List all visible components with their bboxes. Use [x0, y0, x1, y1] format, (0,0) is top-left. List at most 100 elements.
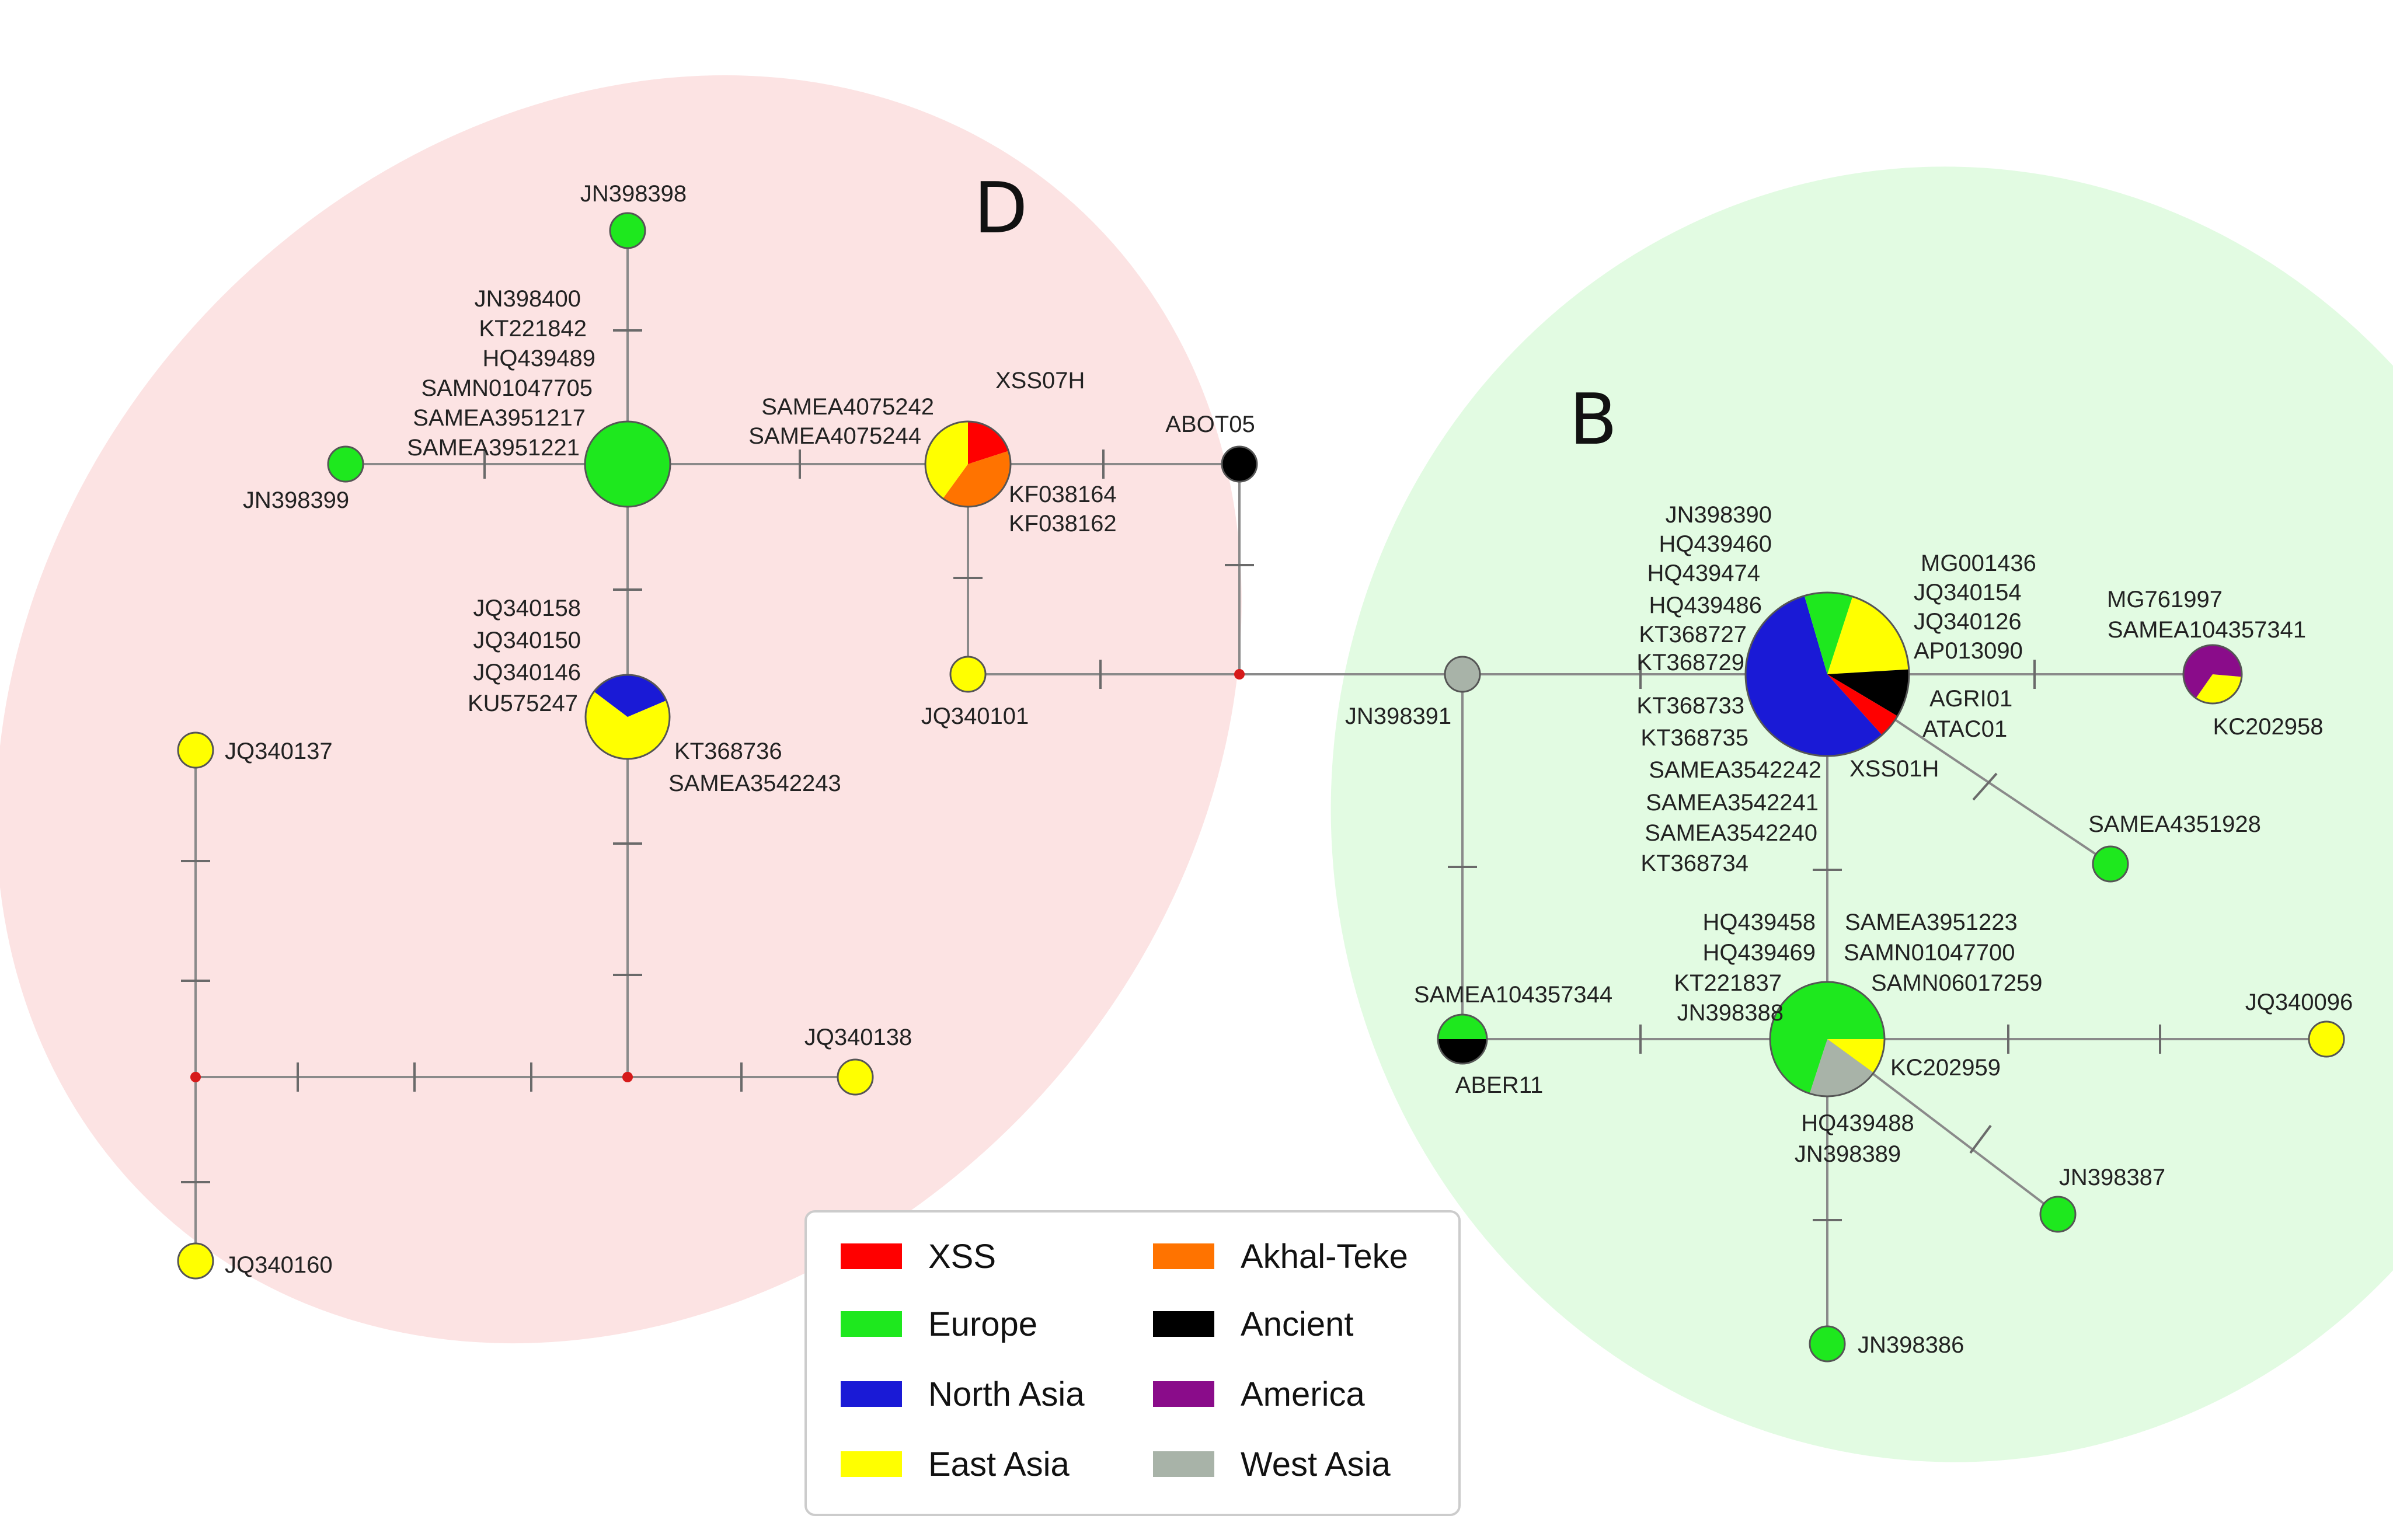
legend-swatch	[1153, 1451, 1214, 1477]
node-label: JN398388	[1677, 1000, 1784, 1026]
node-label: XSS07H	[995, 368, 1085, 393]
haplotype-node	[1809, 1325, 1846, 1363]
haplotype-slice	[1827, 1039, 1885, 1073]
node-label: JN398389	[1795, 1141, 1901, 1167]
haplotype-slice	[1438, 1039, 1487, 1064]
legend-item: Europe	[841, 1305, 1037, 1343]
haplotype-slice	[1438, 1015, 1487, 1039]
node-label: AP013090	[1914, 638, 2023, 664]
node-label: MG761997	[2107, 587, 2223, 612]
node-label: ABER11	[1455, 1072, 1543, 1098]
haplotype-node	[2308, 1020, 2345, 1058]
node-label: MG001436	[1921, 551, 2036, 576]
median-vectors	[190, 669, 1245, 1082]
haplotype-node	[2092, 845, 2129, 883]
haplotype-node	[1444, 656, 1481, 693]
haplotype-slice	[837, 1058, 874, 1096]
node-label: JQ340126	[1914, 609, 2022, 635]
haplotype-node	[609, 212, 646, 249]
node-label: SAMEA104357341	[2108, 617, 2306, 643]
haplotype-slice	[1444, 656, 1481, 693]
node-label: JN398400	[475, 286, 581, 312]
legend-label: America	[1241, 1375, 1365, 1413]
node-label: SAMEA3542243	[668, 771, 841, 796]
haplotype-node	[327, 445, 364, 483]
node-label: HQ439489	[483, 346, 595, 371]
haplotype-node	[2182, 644, 2243, 705]
haplotype-slice	[925, 421, 968, 499]
node-label: ATAC01	[1922, 716, 2007, 742]
legend-swatch	[841, 1243, 902, 1269]
node-label: SAMEA3542241	[1646, 790, 1819, 816]
median-vector	[1234, 669, 1245, 680]
node-label: ABOT05	[1165, 412, 1255, 437]
node-label: HQ439488	[1801, 1110, 1914, 1136]
haplotype-nodes	[177, 212, 2345, 1363]
haplotype-slice	[2092, 845, 2129, 883]
node-label: JQ340146	[473, 660, 581, 685]
node-label: JN398386	[1858, 1332, 1964, 1358]
node-label: JQ340096	[2245, 989, 2353, 1015]
haplotype-node	[177, 731, 214, 769]
node-label: KF038164	[1009, 482, 1117, 507]
legend-swatch	[1153, 1243, 1214, 1269]
node-label: KC202959	[1890, 1055, 2001, 1081]
legend-swatch	[841, 1381, 902, 1407]
node-label: KT368736	[674, 738, 782, 764]
node-label: SAMN06017259	[1871, 970, 2043, 996]
haplotype-slice	[2183, 645, 2242, 698]
legend-label: West Asia	[1241, 1445, 1391, 1483]
haplotype-outline	[1437, 1013, 1488, 1065]
node-label: JQ340137	[225, 738, 333, 764]
legend-label: XSS	[928, 1238, 996, 1276]
haplotype-slice	[1746, 595, 1882, 756]
haplotype-slice	[1809, 1039, 1874, 1096]
mutation-mark	[1972, 772, 1998, 801]
haplotype-slice	[1221, 445, 1258, 483]
haplotype-slice	[2039, 1196, 2077, 1233]
cluster-d-label: D	[974, 168, 1027, 249]
haplotype-slice	[1827, 596, 1909, 674]
haplotype-slice	[968, 421, 1009, 464]
haplotype-slice	[177, 731, 214, 769]
node-label: KT368734	[1640, 851, 1748, 876]
node-label: JN398398	[580, 181, 687, 207]
haplotype-slice	[584, 420, 671, 508]
node-label: JQ340150	[473, 628, 581, 653]
node-label: SAMN01047700	[1844, 940, 2015, 966]
edges	[194, 231, 2326, 1344]
node-label: SAMEA3542240	[1645, 820, 1817, 846]
node-label: KU575247	[468, 691, 578, 716]
node-label: SAMEA3542242	[1649, 757, 1821, 783]
legend-label: Ancient	[1241, 1305, 1353, 1343]
legend-label: East Asia	[928, 1445, 1070, 1483]
haplotype-node	[584, 674, 671, 760]
mutation-marks	[181, 329, 2161, 1221]
node-label: JN398399	[243, 487, 349, 513]
node-label: HQ439460	[1659, 531, 1772, 557]
mutation-mark	[1969, 1124, 1992, 1154]
node-label: KT368735	[1640, 725, 1748, 751]
node-label: KC202958	[2213, 714, 2323, 740]
cluster-b-region	[1330, 166, 2393, 1462]
haplotype-outline	[1769, 981, 1886, 1097]
node-label: KT368733	[1636, 693, 1744, 719]
haplotype-outline	[1744, 591, 1910, 757]
haplotype-node	[584, 420, 671, 508]
node-labels: JN398398 JN398399 JN398400 KT221842 HQ43…	[225, 181, 2353, 1358]
node-label: HQ439458	[1703, 910, 1816, 935]
legend: XSS Akhal-Teke Europe Ancient North Asia Amer…	[804, 1210, 1461, 1516]
haplotype-node	[1744, 591, 1910, 757]
haplotype-slice	[177, 1242, 214, 1280]
node-label: KT221837	[1674, 970, 1782, 996]
legend-label: Europe	[928, 1305, 1037, 1343]
haplotype-slice	[2196, 674, 2242, 703]
haplotype-node	[1221, 445, 1258, 483]
node-label: XSS01H	[1849, 756, 1939, 782]
node-label: JQ340160	[225, 1252, 333, 1278]
legend-item: America	[1153, 1375, 1365, 1413]
node-label: SAMEA4351928	[2088, 811, 2261, 837]
haplotype-slice	[609, 212, 646, 249]
node-label: SAMN01047705	[421, 375, 593, 401]
haplotype-slice	[943, 451, 1011, 507]
